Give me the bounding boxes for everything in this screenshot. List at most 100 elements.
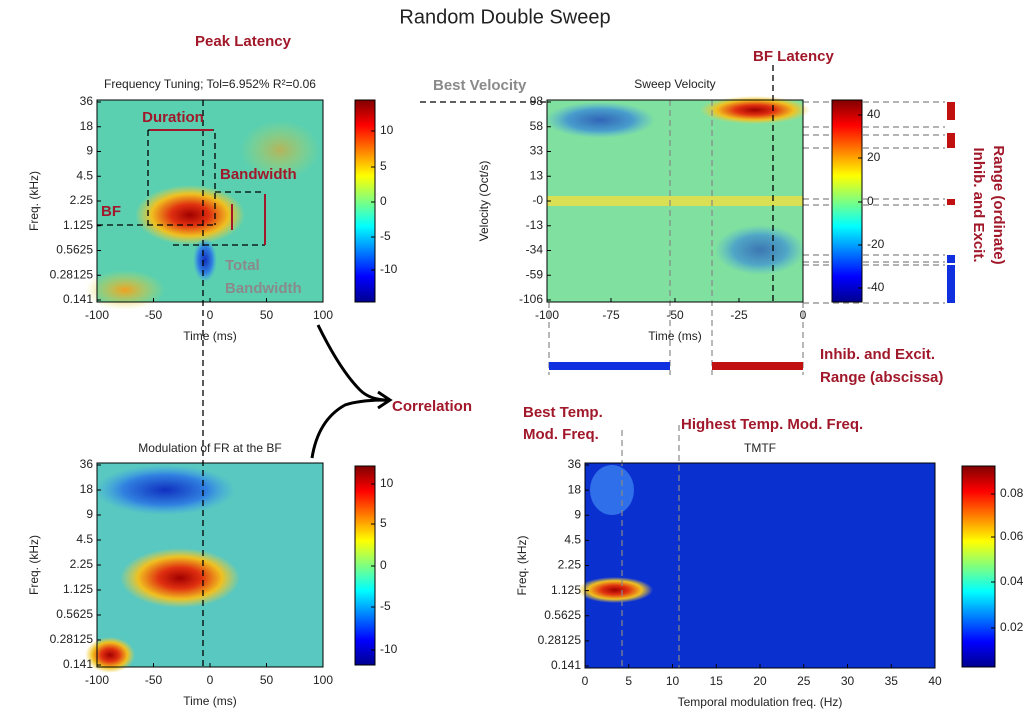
colorbar (961, 465, 996, 668)
heatmap-blob (193, 238, 217, 282)
heatmap-blob (590, 465, 634, 515)
colorbar (354, 99, 376, 303)
annotation: Range (ordinate) (990, 145, 1007, 264)
x-tick-label: 40 (928, 674, 942, 688)
heatmap-blob (120, 548, 240, 608)
x-tick-label: -50 (145, 308, 163, 322)
y-tick-label: 0.5625 (56, 243, 93, 257)
colorbar-tick-label: 10 (380, 123, 394, 137)
colorbar-tick-label: -10 (380, 262, 398, 276)
y-tick-label: 0.5625 (544, 608, 581, 622)
annotation: Correlation (392, 398, 472, 415)
heatmap-blob (577, 577, 653, 603)
range-bar (947, 133, 955, 148)
y-tick-label: -59 (526, 267, 544, 281)
y-tick-label: 2.25 (70, 557, 94, 571)
y-tick-label: 4.5 (76, 168, 93, 182)
annotation: BF (101, 203, 121, 220)
y-tick-label: 0.5625 (56, 607, 93, 621)
y-tick-label: 1.125 (63, 582, 93, 596)
y-tick-label: 0.28125 (538, 633, 582, 647)
x-tick-label: -75 (602, 308, 620, 322)
y-tick-label: 0.141 (63, 657, 93, 671)
x-tick-label: 0 (800, 308, 807, 322)
y-tick-label: 18 (568, 482, 582, 496)
annotation: Bandwidth (220, 166, 297, 183)
annotation: Mod. Freq. (523, 426, 599, 443)
annotation: Inhib. and Excit. (970, 147, 987, 262)
x-tick-label: 0 (582, 674, 589, 688)
y-tick-label: 9 (574, 507, 581, 521)
colorbar-tick-label: 0.02 (1000, 620, 1024, 634)
colorbar-tick-label: 40 (867, 107, 881, 121)
y-axis-label: Velocity (Oct/s) (477, 161, 491, 242)
colorbar (831, 99, 863, 303)
y-tick-label: 33 (530, 144, 544, 158)
y-tick-label: -13 (526, 218, 544, 232)
y-tick-label: 0.141 (63, 292, 93, 306)
annotation: Highest Temp. Mod. Freq. (681, 416, 863, 433)
arrow (150, 129, 266, 245)
x-tick-label: 15 (710, 674, 724, 688)
y-tick-label: 98 (530, 94, 544, 108)
x-axis-label: Time (ms) (183, 329, 237, 343)
annotation: Best Velocity (433, 77, 527, 94)
y-tick-label: 0.28125 (50, 632, 94, 646)
annotation: Duration (142, 109, 204, 126)
x-tick-label: -100 (85, 673, 109, 687)
range-bar (947, 265, 955, 303)
range-bar (947, 102, 955, 120)
x-tick-label: -100 (535, 308, 559, 322)
heatmap-blob (700, 96, 810, 124)
colorbar-tick-label: -20 (867, 237, 885, 251)
x-tick-label: 5 (625, 674, 632, 688)
annotation: BF Latency (753, 48, 835, 65)
colorbar-tick-label: -10 (380, 642, 398, 656)
panel-title: Frequency Tuning; Tol=6.952% R²=0.06 (104, 77, 316, 91)
annotation: Bandwidth (225, 280, 302, 297)
colorbar-tick-label: 0.08 (1000, 486, 1024, 500)
y-tick-label: 1.125 (63, 218, 93, 232)
x-tick-label: 50 (260, 308, 274, 322)
x-tick-label: 50 (260, 673, 274, 687)
x-tick-label: 0 (207, 308, 214, 322)
colorbar-tick-label: -5 (380, 229, 391, 243)
panel-title: TMTF (744, 441, 776, 455)
y-tick-label: 58 (530, 119, 544, 133)
y-tick-label: 36 (80, 94, 94, 108)
annotation: Inhib. and Excit. (820, 346, 935, 363)
y-tick-label: 2.25 (70, 193, 94, 207)
y-axis-label: Freq. (kHz) (515, 535, 529, 595)
y-tick-label: 4.5 (76, 532, 93, 546)
colorbar-tick-label: -5 (380, 599, 391, 613)
y-tick-label: -106 (519, 292, 543, 306)
x-tick-label: -25 (730, 308, 748, 322)
x-tick-label: 25 (797, 674, 811, 688)
x-axis-label: Temporal modulation freq. (Hz) (678, 695, 843, 709)
colorbar-tick-label: -40 (867, 280, 885, 294)
range-bar (549, 362, 670, 370)
y-tick-label: -0 (532, 193, 543, 207)
panel-title: Sweep Velocity (634, 77, 715, 91)
heatmap-blob (545, 102, 655, 138)
heatmap-blob (85, 270, 165, 310)
y-tick-label: 9 (86, 507, 93, 521)
heatmap-blob (135, 185, 245, 245)
colorbar-tick-label: 0 (867, 194, 874, 208)
range-bar (712, 362, 803, 370)
y-tick-label: 9 (86, 144, 93, 158)
colorbar-tick-label: 0.06 (1000, 529, 1024, 543)
heatmap (585, 463, 935, 668)
x-tick-label: -50 (666, 308, 684, 322)
x-tick-label: -50 (145, 673, 163, 687)
colorbar-tick-label: 20 (867, 150, 881, 164)
y-tick-label: 0.141 (551, 658, 581, 672)
figure-title: Random Double Sweep (399, 6, 610, 28)
colorbar-tick-label: 0.04 (1000, 574, 1024, 588)
panel-title: Modulation of FR at the BF (138, 441, 281, 455)
range-bar (947, 255, 955, 263)
y-axis-label: Freq. (kHz) (27, 535, 41, 595)
heatmap-blob (95, 465, 235, 515)
colorbar-tick-label: 10 (380, 476, 394, 490)
y-tick-label: 13 (530, 168, 544, 182)
